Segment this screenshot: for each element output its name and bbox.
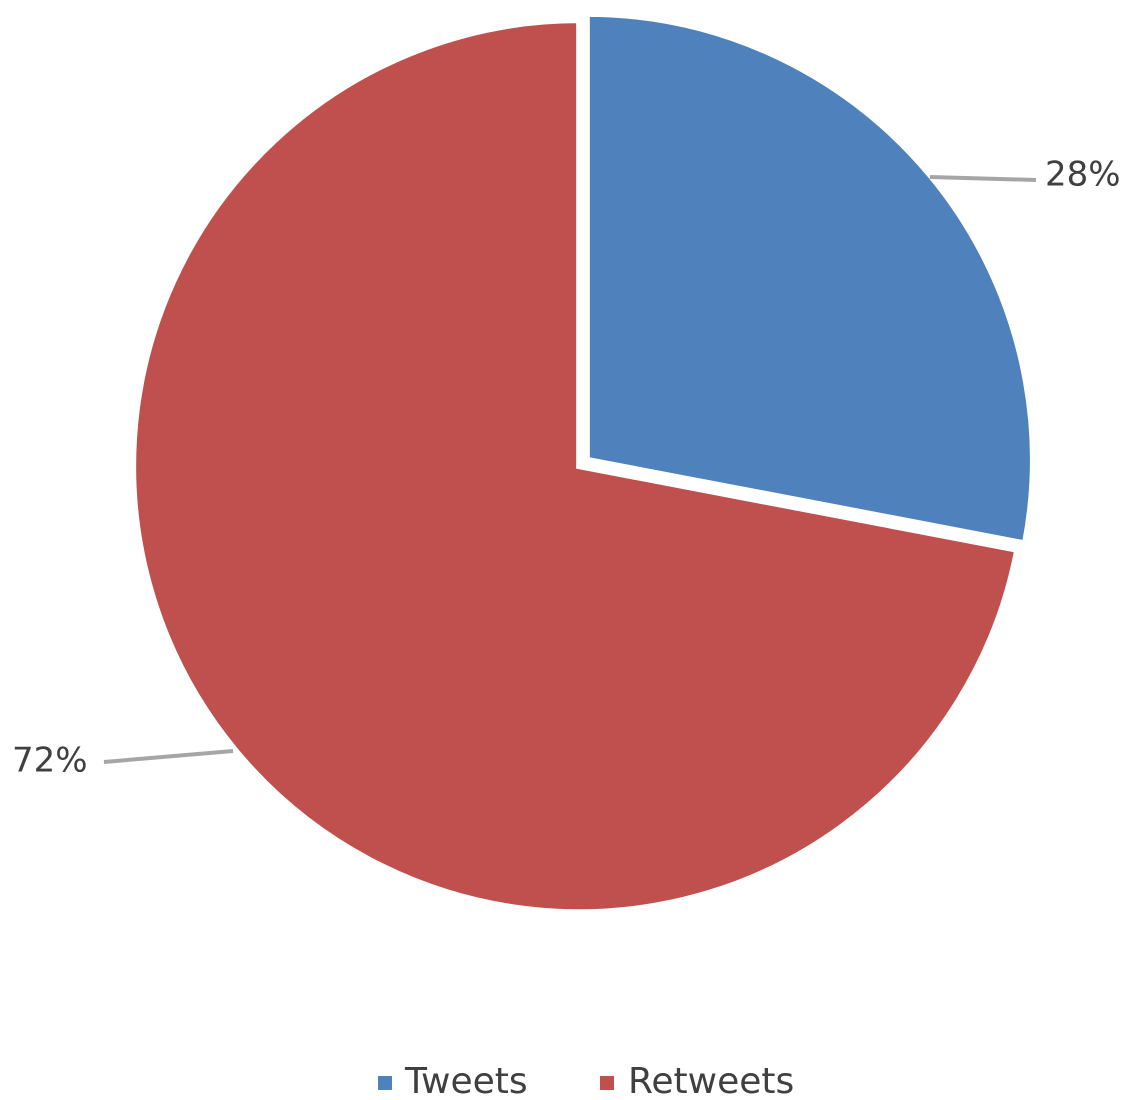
leader-lines <box>103 175 1037 764</box>
pie-slices <box>130 10 1036 916</box>
legend-swatch-retweets <box>600 1076 614 1090</box>
data-labels: 28% 72% <box>12 155 1121 781</box>
pie-slice-retweets <box>130 17 1021 916</box>
legend-item-tweets: Tweets <box>378 1061 528 1100</box>
legend-label-retweets: Retweets <box>628 1061 794 1100</box>
data-label-tweets: 28% <box>1045 155 1121 195</box>
pie-slice-tweets <box>583 10 1036 547</box>
legend-item-retweets: Retweets <box>600 1061 794 1100</box>
legend: Tweets Retweets <box>378 1061 794 1100</box>
leader-line-retweets <box>103 749 234 764</box>
data-label-retweets: 72% <box>12 741 88 781</box>
leader-line-tweets <box>929 175 1037 182</box>
legend-swatch-tweets <box>378 1076 392 1090</box>
legend-label-tweets: Tweets <box>404 1061 528 1100</box>
